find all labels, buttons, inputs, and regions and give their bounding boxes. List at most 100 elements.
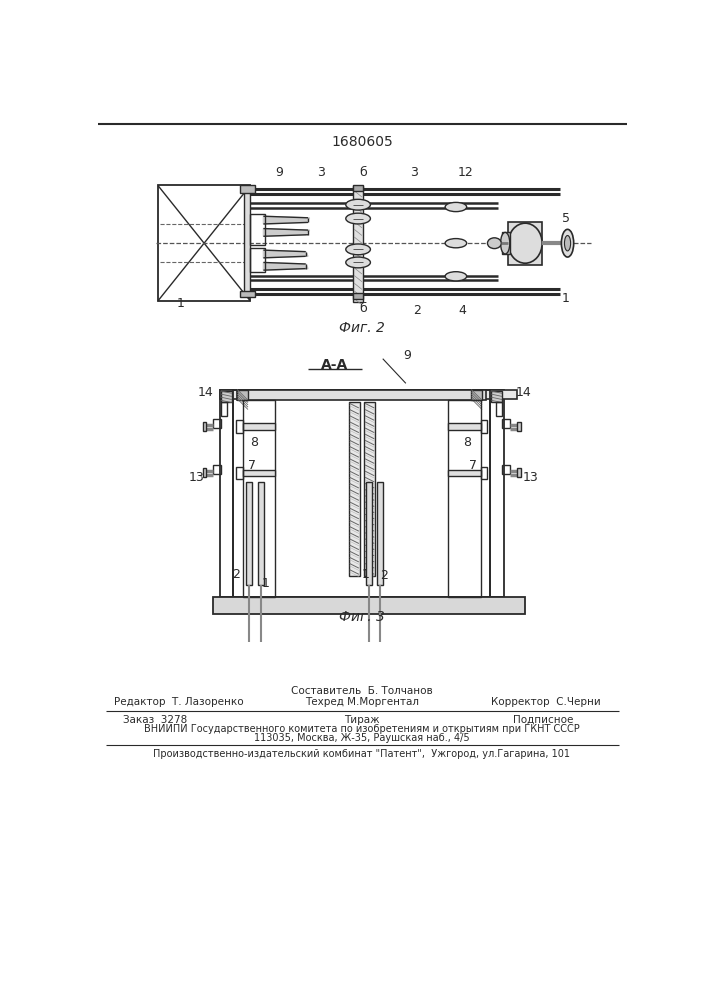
Ellipse shape [346, 213, 370, 224]
Bar [221, 391, 232, 402]
Ellipse shape [445, 272, 467, 281]
Bar [219, 389, 518, 399]
Bar [508, 222, 542, 265]
Bar [158, 185, 250, 301]
Text: Фиг. 3: Фиг. 3 [339, 610, 385, 624]
Text: б: б [360, 302, 368, 315]
Bar [236, 420, 243, 433]
Text: 13: 13 [189, 471, 204, 484]
Bar [366, 482, 372, 585]
Text: Техред М.Моргентал: Техред М.Моргентал [305, 697, 419, 707]
Text: 14: 14 [516, 386, 532, 399]
Text: 4: 4 [458, 304, 466, 317]
Text: Заказ  3278: Заказ 3278 [124, 715, 188, 725]
Bar [364, 402, 375, 576]
Text: 14: 14 [198, 386, 214, 399]
Text: Редактор  Т. Лазоренко: Редактор Т. Лазоренко [114, 697, 243, 707]
Bar [238, 389, 248, 400]
Bar [240, 185, 255, 193]
Bar [517, 422, 520, 431]
Bar [221, 402, 227, 416]
Bar [214, 597, 525, 614]
Ellipse shape [346, 244, 370, 255]
Bar [246, 482, 252, 585]
Text: 9: 9 [404, 349, 411, 362]
Bar [481, 466, 486, 479]
Text: 9: 9 [275, 166, 283, 179]
Text: 1680605: 1680605 [331, 135, 393, 149]
Text: 2: 2 [380, 569, 388, 582]
Ellipse shape [445, 202, 467, 212]
Text: ВНИИПИ Государственного комитета по изобретениям и открытиям при ГКНТ СССР: ВНИИПИ Государственного комитета по изоб… [144, 724, 580, 734]
Bar [502, 419, 510, 428]
Bar [250, 214, 265, 245]
Text: 3: 3 [409, 166, 417, 179]
Text: б: б [360, 166, 368, 179]
Bar [472, 389, 482, 400]
Ellipse shape [487, 238, 501, 249]
Bar [240, 291, 255, 297]
Text: Подписное: Подписное [513, 715, 573, 725]
Text: 3: 3 [317, 166, 325, 179]
Ellipse shape [508, 223, 542, 263]
Bar [233, 389, 490, 597]
Bar [491, 391, 502, 402]
Ellipse shape [564, 235, 571, 251]
Text: 5: 5 [562, 212, 570, 225]
Text: 12: 12 [457, 166, 473, 179]
Bar [258, 482, 264, 585]
Bar [250, 248, 265, 272]
Bar [448, 470, 481, 476]
Bar [353, 293, 363, 299]
Text: 7: 7 [248, 459, 256, 472]
Polygon shape [264, 262, 308, 270]
Text: 13: 13 [522, 471, 539, 484]
Bar [203, 422, 206, 431]
Text: 8: 8 [250, 436, 258, 449]
Bar [354, 186, 363, 302]
Polygon shape [264, 229, 310, 236]
Text: 1: 1 [177, 297, 185, 310]
Text: Фиг. 2: Фиг. 2 [339, 321, 385, 335]
Text: Тираж: Тираж [344, 715, 380, 725]
Ellipse shape [346, 199, 370, 210]
Ellipse shape [445, 239, 467, 248]
Text: 1: 1 [561, 292, 569, 305]
Bar [244, 189, 250, 294]
Bar [243, 400, 275, 597]
Ellipse shape [346, 257, 370, 268]
Text: 2: 2 [414, 304, 421, 317]
Bar [502, 465, 510, 474]
Bar [490, 389, 503, 597]
Bar [502, 232, 510, 254]
Bar [243, 470, 275, 476]
Text: 1: 1 [262, 577, 269, 590]
Bar [349, 402, 360, 576]
Bar [353, 185, 363, 191]
Bar [481, 420, 486, 433]
Bar [214, 465, 221, 474]
Text: 7: 7 [469, 459, 477, 472]
Bar [496, 402, 502, 416]
Bar [203, 468, 206, 477]
Text: 113035, Москва, Ж-35, Раушская наб., 4/5: 113035, Москва, Ж-35, Раушская наб., 4/5 [254, 733, 469, 743]
Bar [448, 400, 481, 597]
Bar [517, 468, 520, 477]
Text: Корректор  С.Черни: Корректор С.Черни [491, 697, 601, 707]
Bar [448, 423, 481, 430]
Bar [219, 389, 233, 597]
Bar [238, 389, 486, 400]
Text: 1: 1 [362, 568, 370, 581]
Text: Производственно-издательский комбинат "Патент",  Ужгород, ул.Гагарина, 101: Производственно-издательский комбинат "П… [153, 749, 571, 759]
Ellipse shape [501, 232, 510, 254]
Text: 2: 2 [233, 568, 240, 581]
Ellipse shape [561, 229, 573, 257]
Text: Составитель  Б. Толчанов: Составитель Б. Толчанов [291, 686, 433, 696]
Bar [243, 423, 275, 430]
Bar [214, 419, 221, 428]
Polygon shape [264, 250, 308, 258]
Text: 8: 8 [464, 436, 472, 449]
Bar [236, 466, 243, 479]
Bar [377, 482, 382, 585]
Polygon shape [264, 216, 310, 224]
